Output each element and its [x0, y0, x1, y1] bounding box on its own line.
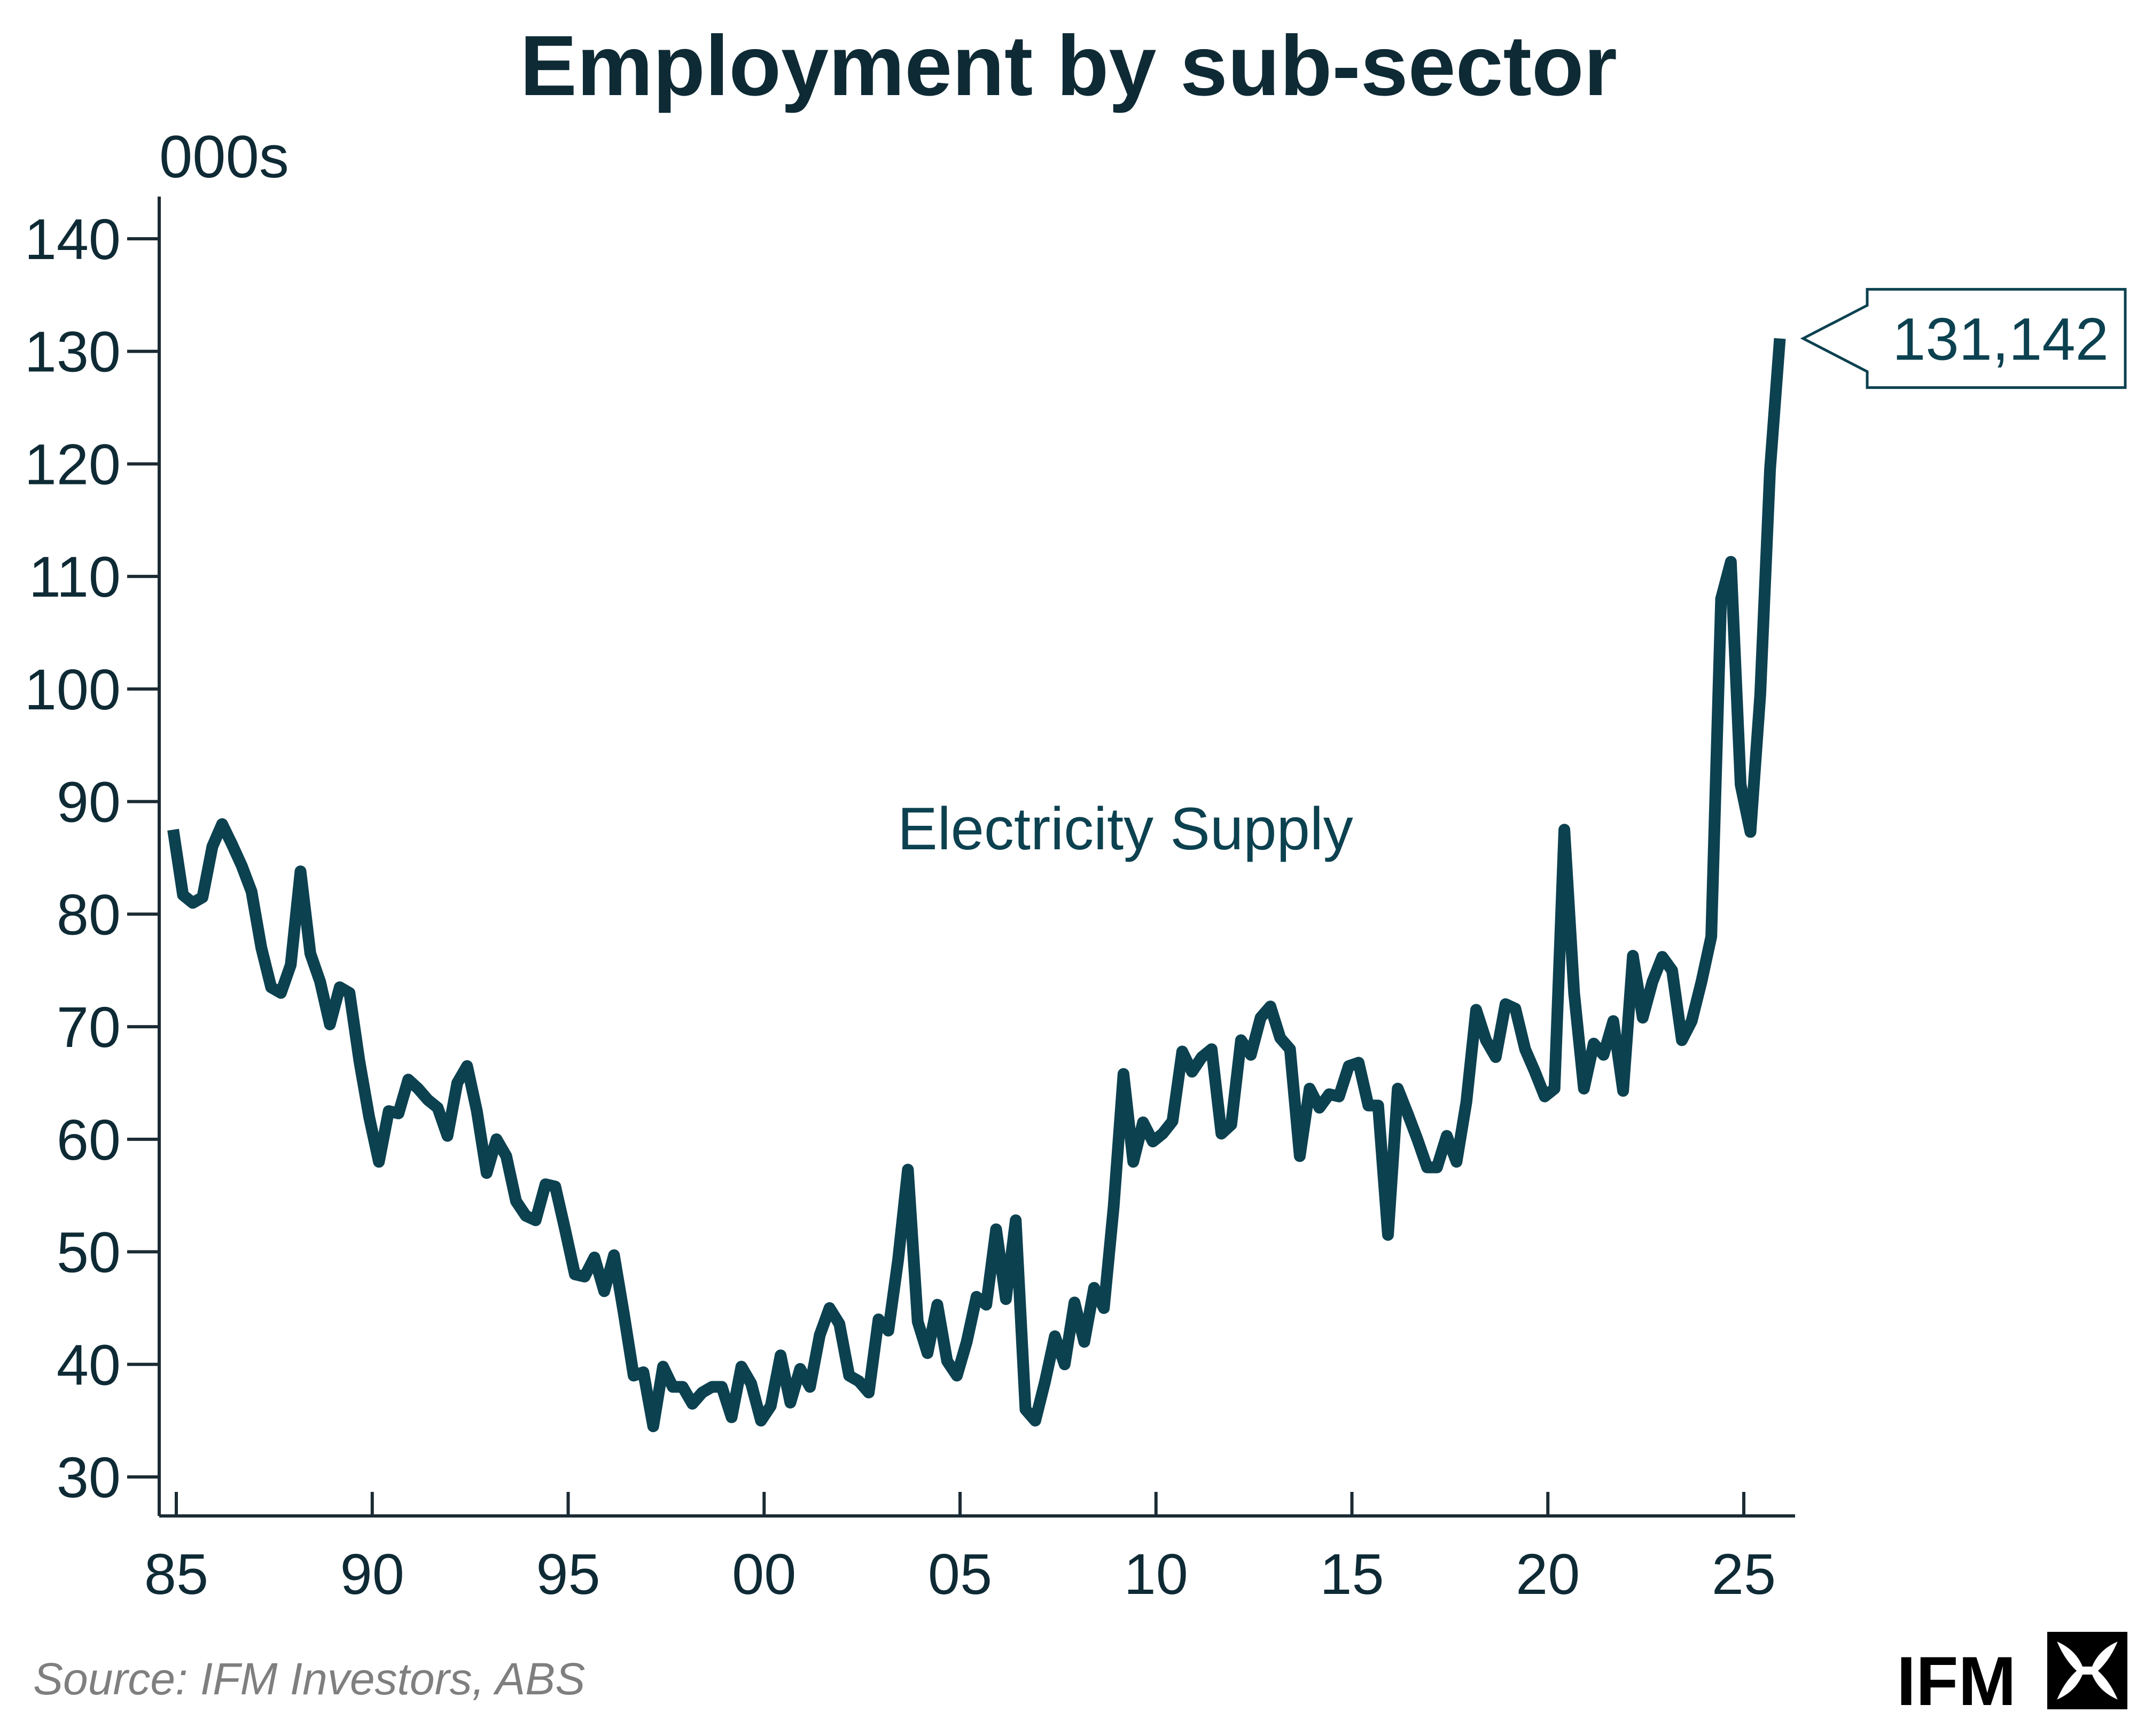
y-tick-label: 120 [25, 432, 121, 496]
series-group [167, 338, 1786, 1433]
ifm-logo: IFM [1897, 1632, 2127, 1720]
last-value-callout: 131,142 [1800, 288, 2127, 389]
y-tick-label: 70 [57, 995, 121, 1059]
y-tick-label: 110 [29, 544, 121, 609]
y-tick-label: 100 [25, 657, 121, 722]
x-tick-label: 10 [1124, 1542, 1188, 1606]
chart-title: Employment by sub-sector [520, 18, 1617, 113]
y-tick-label: 60 [57, 1107, 121, 1172]
x-tick-label: 85 [144, 1542, 208, 1606]
y-tick-label: 40 [57, 1332, 121, 1397]
ifm-logo-mark-icon [2047, 1632, 2127, 1709]
x-axis: 85 90 95 00 05 10 15 20 25 [144, 1492, 1795, 1606]
series-label-electricity-supply: Electricity Supply [898, 795, 1353, 862]
y-axis: 30 40 50 60 70 80 90 100 110 120 130 140 [25, 197, 161, 1516]
series-line-electricity-supply [167, 338, 1786, 1433]
x-tick-label: 20 [1516, 1542, 1580, 1606]
x-tick-label: 25 [1712, 1542, 1776, 1606]
x-tick-label: 15 [1320, 1542, 1384, 1606]
last-value-label: 131,142 [1892, 306, 2109, 373]
x-tick-label: 00 [732, 1542, 796, 1606]
y-tick-label: 90 [57, 770, 121, 834]
y-tick-label: 50 [57, 1220, 121, 1285]
y-tick-label: 80 [57, 882, 121, 947]
last-value-callout-box [1800, 288, 2127, 389]
y-tick-label: 30 [57, 1445, 121, 1510]
source-note: Source: IFM Investors, ABS [33, 1654, 585, 1704]
y-tick-label: 140 [25, 207, 121, 271]
y-axis-unit-label: 000s [159, 123, 289, 190]
x-tick-label: 05 [928, 1542, 992, 1606]
x-tick-label: 95 [536, 1542, 600, 1606]
y-tick-label: 130 [25, 319, 121, 384]
ifm-logo-text: IFM [1897, 1642, 2016, 1720]
x-tick-label: 90 [340, 1542, 404, 1606]
